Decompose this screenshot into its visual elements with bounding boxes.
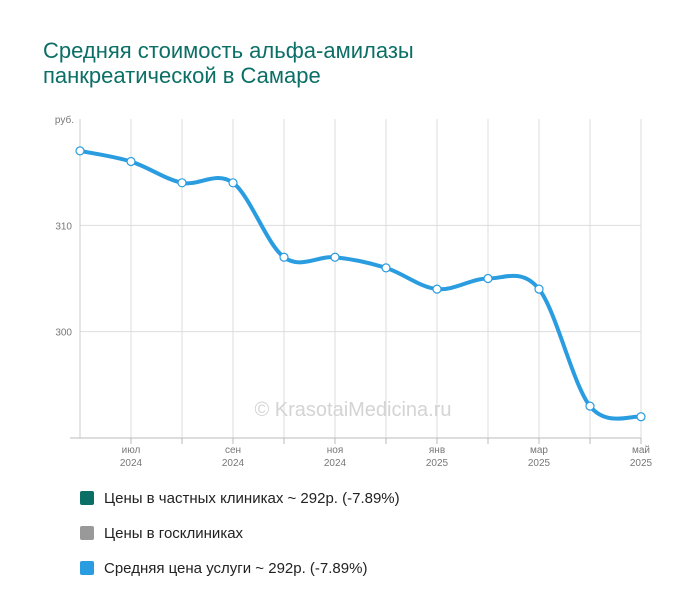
legend-swatch-average (80, 561, 94, 575)
data-point (483, 273, 493, 284)
chart-title-line-1: Средняя стоимость альфа-амилазы (43, 38, 414, 63)
y-axis-unit-label: руб. (55, 114, 74, 126)
x-tick-label-month: ноя (327, 445, 344, 456)
y-tick-label: 310 (55, 221, 72, 232)
legend-swatch-private (80, 491, 94, 505)
legend-item-private[interactable]: Цены в частных клиниках ~ 292р. (-7.89%) (80, 487, 400, 511)
x-tick-label-year: 2024 (324, 458, 347, 469)
x-tick-label-year: 2025 (426, 458, 449, 469)
data-point (126, 156, 136, 167)
chart-title-line-2: панкреатической в Самаре (43, 63, 321, 88)
x-tick-label-month: мар (530, 445, 548, 456)
data-point (381, 263, 391, 273)
x-tick-label-month: май (632, 445, 650, 456)
data-point (432, 284, 442, 294)
y-tick-label: 300 (55, 328, 72, 339)
legend-label-public: Цены в госклиниках (104, 525, 244, 542)
data-point (228, 178, 238, 188)
legend: Цены в частных клиниках ~ 292р. (-7.89%)… (80, 487, 400, 592)
x-tick-label-year: 2024 (120, 458, 143, 469)
chart-title: Средняя стоимость альфа-амилазы панкреат… (43, 38, 663, 88)
data-point (177, 178, 187, 188)
x-tick-label-month: июл (122, 445, 141, 456)
x-tick-label-month: сен (225, 445, 241, 456)
series-line-average (78, 148, 643, 421)
data-point (636, 412, 646, 422)
legend-item-public[interactable]: Цены в госклиниках (80, 522, 400, 546)
x-tick-label-month: янв (429, 445, 445, 456)
watermark-text: © KrasotaiMedicina.ru (254, 399, 451, 421)
x-tick-label-year: 2025 (630, 458, 653, 469)
data-point (75, 146, 85, 156)
legend-label-average: Средняя цена услуги ~ 292р. (-7.89%) (104, 560, 368, 577)
legend-item-average[interactable]: Средняя цена услуги ~ 292р. (-7.89%) (80, 557, 400, 581)
data-point (279, 252, 289, 262)
data-point (585, 401, 595, 411)
data-point (534, 284, 544, 294)
data-point (330, 252, 340, 262)
x-tick-label-year: 2024 (222, 458, 245, 469)
legend-label-private: Цены в частных клиниках ~ 292р. (-7.89%) (104, 490, 400, 507)
x-tick-label-year: 2025 (528, 458, 551, 469)
legend-swatch-public (80, 526, 94, 540)
